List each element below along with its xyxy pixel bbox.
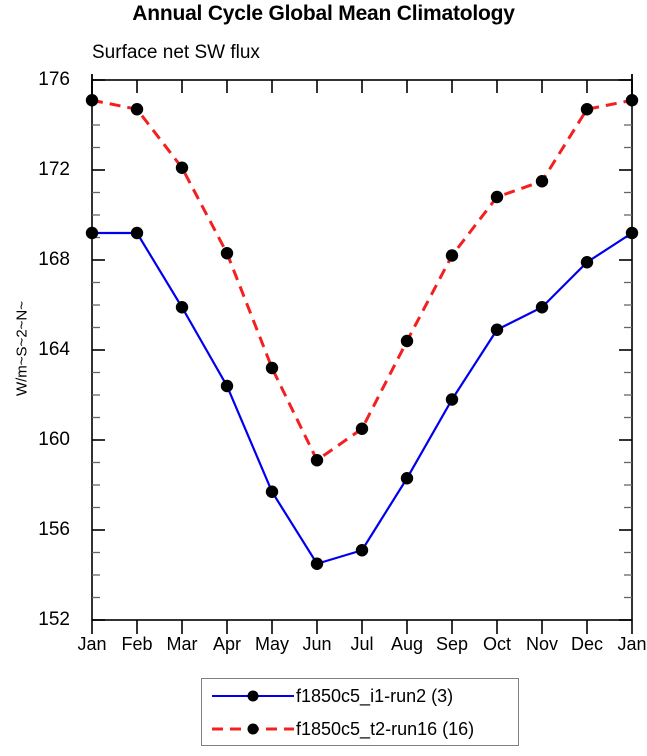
data-point-s1-7 (400, 334, 414, 348)
data-point-s1-9 (490, 190, 504, 204)
legend: f1850c5_i1-run2 (3) f1850c5_t2-run16 (16… (201, 678, 519, 746)
legend-swatch-series-0 (210, 686, 296, 706)
y-tick-label: 156 (38, 519, 70, 540)
data-point-s1-3 (220, 247, 234, 260)
data-point-s0-11 (580, 256, 594, 269)
y-tick-label: 164 (38, 339, 70, 360)
y-tick-label: 152 (38, 609, 70, 630)
data-point-s0-0 (85, 226, 99, 240)
x-tick-label: Dec (570, 634, 603, 654)
data-point-s1-4 (265, 361, 279, 375)
data-point-s0-10 (535, 301, 549, 314)
y-tick-label: 168 (38, 249, 70, 270)
data-point-s1-8 (445, 249, 459, 262)
data-point-s0-9 (490, 323, 504, 336)
chart-subtitle: Surface net SW flux (92, 42, 260, 63)
y-tick-label: 160 (38, 429, 70, 450)
data-point-s1-5 (310, 454, 324, 467)
chart-title: Annual Cycle Global Mean Climatology (132, 2, 515, 25)
data-point-s1-1 (130, 103, 144, 116)
data-point-s1-10 (535, 175, 549, 188)
data-point-s0-12 (625, 226, 639, 240)
x-tick-label: Jun (302, 634, 332, 654)
x-tick-label: Mar (166, 634, 198, 654)
x-tick-label: Jan (617, 634, 647, 654)
x-tick-label: May (254, 634, 289, 654)
x-tick-label: Jan (77, 634, 107, 654)
x-tick-label: Jul (350, 634, 374, 654)
series-line-1 (91, 98, 633, 463)
data-point-s0-4 (265, 485, 279, 498)
data-point-s1-11 (580, 103, 594, 116)
x-tick-label: Apr (212, 634, 241, 654)
data-point-s0-8 (445, 393, 459, 406)
data-point-s1-6 (355, 422, 369, 435)
plot-frame (91, 79, 633, 621)
y-tick-label: 172 (38, 159, 70, 180)
series-line-0 (92, 231, 633, 566)
data-point-s0-3 (220, 379, 234, 393)
x-tick-label: Oct (482, 634, 511, 654)
legend-swatch-series-1 (210, 719, 296, 739)
data-point-s0-1 (130, 226, 144, 240)
data-point-s0-2 (175, 301, 189, 314)
legend-label-series-0: f1850c5_i1-run2 (3) (296, 685, 454, 706)
x-tick-label: Nov (525, 634, 558, 654)
data-point-s1-0 (85, 94, 99, 107)
y-tick-label: 176 (38, 69, 70, 90)
x-tick-label: Sep (435, 634, 469, 654)
legend-entry-1: f1850c5_t2-run16 (16) (202, 712, 518, 746)
x-tick-label: Feb (121, 634, 153, 654)
data-point-s1-12 (625, 94, 639, 107)
legend-entry-0: f1850c5_i1-run2 (3) (202, 679, 518, 713)
data-point-s0-6 (355, 544, 369, 557)
legend-label-series-1: f1850c5_t2-run16 (16) (296, 718, 475, 739)
x-tick-label: Aug (390, 634, 424, 654)
data-point-s0-5 (310, 557, 324, 570)
data-point-s1-2 (175, 161, 189, 174)
data-point-s0-7 (400, 472, 414, 485)
